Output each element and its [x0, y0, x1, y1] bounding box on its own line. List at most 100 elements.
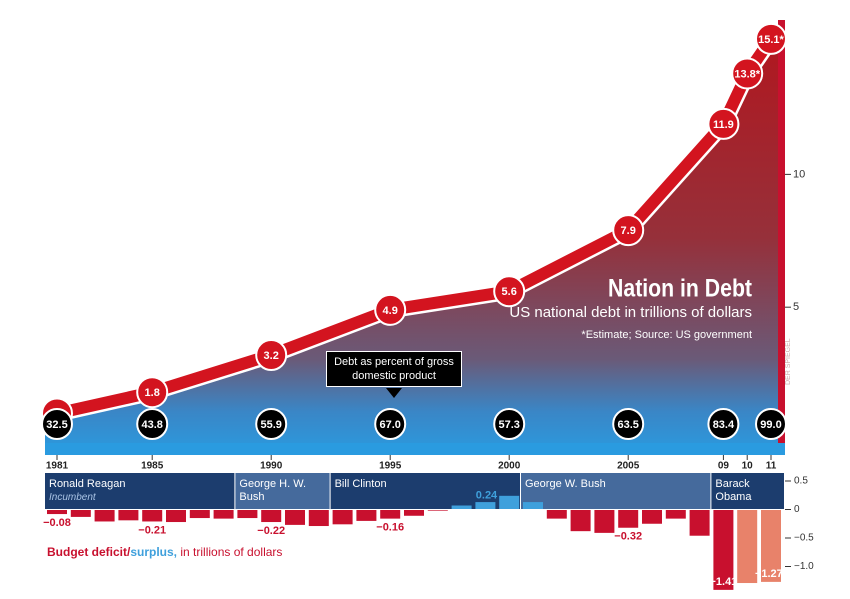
president-name: Barack Obama	[715, 478, 752, 503]
data-label: −0.21	[138, 524, 166, 536]
data-label: 7.9	[621, 225, 636, 237]
y-tick-label: 5	[793, 301, 799, 313]
gdp-point	[255, 408, 288, 440]
chart-subtitle: US national debt in trillions of dollars	[509, 304, 752, 321]
bar	[499, 495, 520, 510]
bar	[737, 509, 758, 584]
debt-point	[136, 376, 169, 409]
title-part: surplus,	[130, 545, 177, 559]
data-label: −1.41	[709, 576, 737, 588]
bar	[237, 509, 258, 519]
x-tick-label: 1981	[46, 461, 69, 472]
note: *Estimate; Source: US government	[581, 329, 752, 341]
bar	[308, 509, 329, 527]
president-name: Ronald Reagan	[49, 478, 126, 490]
gdp-point	[612, 408, 645, 440]
x-tick-label: 2005	[617, 461, 640, 472]
x-tick-label: 1995	[379, 461, 402, 472]
y-tick-label: −1.0	[794, 561, 814, 572]
bar	[546, 509, 567, 519]
data-label: 32.5	[46, 419, 67, 431]
bar	[761, 509, 781, 582]
debt-point	[493, 275, 526, 308]
president: Barack Obama	[715, 478, 781, 504]
data-label: 11.9	[713, 119, 734, 131]
gdp-point	[707, 408, 740, 440]
gdp-point	[493, 408, 526, 440]
y-tick-label: 0.5	[794, 476, 808, 487]
x-tick-label: 11	[766, 461, 777, 472]
president: George H. W. Bush	[239, 478, 326, 504]
debt-point	[731, 57, 764, 90]
data-label: 63.5	[617, 419, 638, 431]
president: George W. Bush	[525, 478, 707, 491]
data-label: 3.2	[264, 350, 279, 362]
bar	[166, 509, 186, 523]
credit: DER SPIEGEL	[785, 338, 792, 385]
president-name: Bill Clinton	[334, 478, 387, 490]
data-label: 13.8*	[734, 68, 760, 80]
president: Ronald Reagan Incumbent	[49, 478, 231, 504]
bar	[47, 509, 67, 515]
bar	[618, 509, 639, 528]
annotation: Debt as percent of gross domestic produc…	[326, 351, 462, 387]
data-label: 55.9	[260, 419, 281, 431]
debt-point	[255, 339, 288, 371]
debt-point	[612, 214, 645, 247]
title-part: Budget deficit/	[47, 545, 131, 559]
credit: www.bilderbox.com	[786, 188, 792, 241]
debt-area	[45, 38, 785, 455]
x-tick-label: 09	[718, 461, 730, 472]
bar	[594, 509, 615, 533]
data-label: −0.08	[43, 517, 71, 529]
bar	[94, 509, 115, 522]
gdp-point	[136, 408, 169, 440]
debt-point	[755, 22, 787, 55]
gdp-point	[41, 408, 73, 440]
chart-title: Budget deficit/surplus, in trillions of …	[47, 545, 282, 559]
bar	[70, 509, 91, 517]
bar	[570, 509, 591, 532]
callout-pointer	[386, 388, 402, 398]
bar	[189, 509, 210, 519]
president-name: George H. W. Bush	[239, 478, 307, 503]
gdp-point	[755, 408, 787, 440]
data-label: −0.32	[614, 531, 642, 543]
debt-point	[374, 293, 407, 326]
bar	[261, 509, 282, 523]
x-tick-label: 10	[742, 461, 754, 472]
bar	[356, 509, 377, 521]
data-label: 15.1*	[758, 34, 784, 46]
bar	[689, 509, 710, 536]
bar	[332, 509, 353, 525]
data-label: 4.9	[383, 305, 398, 317]
president-band	[521, 473, 711, 510]
bar	[427, 509, 448, 511]
x-tick-label: 2000	[498, 461, 521, 472]
data-label: −0.16	[376, 522, 404, 534]
bar	[665, 509, 686, 519]
bar	[475, 502, 496, 510]
bar	[451, 505, 472, 510]
data-label: 67.0	[379, 419, 400, 431]
bar	[404, 509, 424, 516]
bar	[642, 509, 662, 524]
data-label: 99.0	[760, 419, 781, 431]
data-label: −1.27*	[755, 568, 788, 580]
president-band	[45, 473, 235, 510]
data-label: 43.8	[141, 419, 162, 431]
bar	[142, 509, 163, 522]
gdp-point	[374, 408, 407, 440]
y-tick-label: −0.5	[794, 533, 814, 544]
data-label: −0.22	[257, 525, 285, 537]
data-label: 0.24	[476, 489, 498, 501]
chart-title: Nation in Debt	[608, 274, 752, 302]
y-tick-label: 10	[793, 168, 805, 180]
president-note: Incumbent	[49, 492, 96, 503]
president-band	[711, 473, 784, 510]
data-label: 1.8	[145, 387, 160, 399]
axis-strip	[45, 443, 785, 455]
data-label: 57.3	[498, 419, 519, 431]
